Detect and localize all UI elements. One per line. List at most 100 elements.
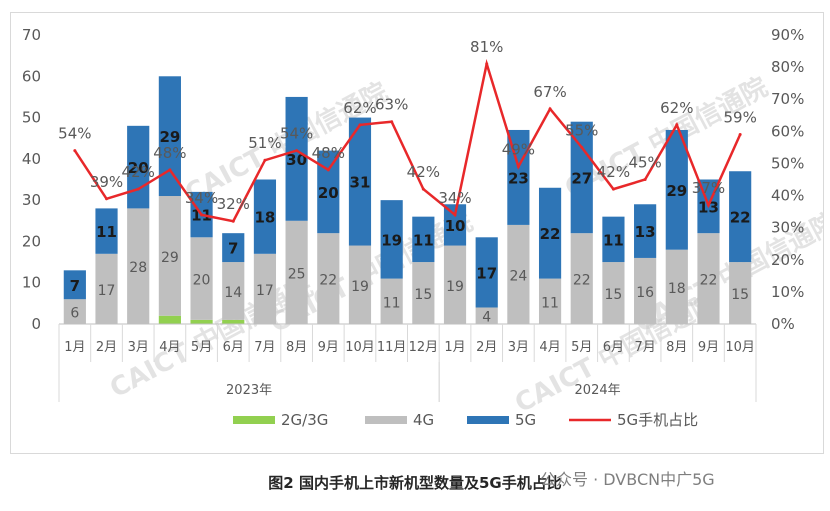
bar-data-label: 15 [731, 287, 749, 303]
bar-data-label: 7 [228, 240, 238, 258]
bar-data-label: 10 [445, 217, 466, 235]
bar-data-label: 16 [636, 285, 654, 301]
share-data-label: 62% [660, 99, 693, 117]
bar-segment-5g [63, 270, 86, 300]
bar-segment-4g [317, 233, 340, 324]
share-data-label: 67% [533, 83, 566, 101]
chart-caption: 图2 国内手机上市新机型数量及5G手机占比 [268, 474, 562, 492]
legend-label: 5G [515, 411, 536, 429]
x-tick-label: 2月 [476, 340, 497, 355]
bar-data-label: 17 [476, 264, 497, 282]
bar-segment-4g [222, 262, 245, 320]
share-data-label: 48% [312, 144, 345, 162]
share-data-label: 51% [248, 134, 281, 152]
legend-swatch [467, 416, 509, 424]
bar-segment-5g [507, 129, 530, 225]
x-group-label: 2023年 [226, 383, 272, 398]
bar-segment-5g [443, 204, 467, 246]
share-data-label: 42% [597, 163, 630, 181]
bar-data-label: 13 [635, 223, 656, 241]
bar-data-label: 15 [605, 287, 623, 303]
bar-segment-4g [253, 253, 277, 324]
bar-segment-4g [63, 299, 86, 324]
bar-segment-5g [127, 125, 150, 209]
y-left-tick-label: 70 [22, 26, 41, 44]
share-data-label: 49% [502, 141, 535, 159]
bar-data-label: 24 [509, 268, 527, 284]
share-point [200, 213, 204, 217]
bar-data-label: 28 [129, 260, 147, 276]
x-tick-label: 4月 [159, 340, 180, 355]
bar-data-label: 29 [666, 182, 687, 200]
bar-data-label: 30 [286, 151, 307, 169]
bar-segment-4g [538, 278, 562, 324]
bar-segment-4g [443, 245, 467, 324]
y-right-tick-label: 10% [771, 283, 804, 301]
bar-segment-5g [570, 121, 593, 234]
x-tick-label: 5月 [571, 340, 592, 355]
bar-data-label: 22 [573, 273, 591, 289]
share-point [295, 149, 299, 153]
share-point [453, 213, 457, 217]
bar-data-label: 19 [351, 279, 369, 295]
bar-data-label: 11 [603, 231, 624, 249]
x-group-label: 2024年 [575, 383, 621, 398]
share-point [326, 168, 330, 172]
y-left-tick-label: 30 [22, 191, 41, 209]
share-point [421, 187, 425, 191]
share-point [136, 187, 140, 191]
bar-segment-5g [158, 76, 181, 197]
bar-segment-4g [412, 262, 435, 324]
bar-data-label: 25 [288, 266, 306, 282]
share-point [168, 168, 172, 172]
bar-data-label: 4 [482, 310, 491, 326]
bar-segment-4g [665, 249, 688, 324]
share-data-label: 81% [470, 38, 503, 56]
x-tick-label: 5月 [191, 340, 212, 355]
x-tick-label: 12月 [409, 340, 439, 355]
bar-segment-5g [317, 150, 340, 234]
bar-segment-2g3g [158, 315, 181, 324]
y-left-tick-label: 10 [22, 274, 41, 292]
y-right-tick-label: 90% [771, 26, 804, 44]
bar-data-label: 11 [383, 295, 401, 311]
y-left-tick-label: 40 [22, 150, 41, 168]
share-point [516, 165, 520, 169]
share-point [738, 133, 742, 137]
x-tick-label: 1月 [444, 340, 465, 355]
share-point [706, 203, 710, 207]
bar-segment-4g [570, 233, 593, 324]
legend-label: 5G手机占比 [617, 411, 698, 429]
bar-segment-5g [95, 208, 118, 254]
y-right-tick-label: 0% [771, 315, 795, 333]
bar-data-label: 22 [319, 273, 337, 289]
y-right-tick-label: 50% [771, 154, 804, 172]
bar-segment-4g [729, 262, 752, 324]
share-point [73, 149, 77, 153]
x-tick-label: 10月 [345, 340, 375, 355]
bar-data-label: 27 [571, 169, 592, 187]
bar-data-label: 18 [254, 209, 275, 227]
legend-label: 4G [413, 411, 434, 429]
share-data-label: 32% [217, 195, 250, 213]
share-data-label: 34% [438, 189, 471, 207]
y-left-tick-label: 0 [31, 315, 41, 333]
chart-frame: CAICT 中国信通院 CAICT 中国信通院 CAICT 中国信通院 CAICT 中… [10, 12, 824, 454]
x-tick-label: 8月 [666, 340, 687, 355]
y-left-tick-label: 20 [22, 232, 41, 250]
legend-label: 2G/3G [281, 411, 328, 429]
bar-data-label: 17 [98, 283, 116, 299]
bar-segment-4g [95, 253, 118, 324]
bar-data-label: 31 [350, 174, 371, 192]
bar-segment-5g [602, 216, 625, 263]
x-tick-label: 7月 [634, 340, 655, 355]
bar-segment-5g [634, 204, 657, 258]
x-tick-label: 3月 [508, 340, 529, 355]
share-line [73, 58, 742, 223]
x-tick-label: 1月 [64, 340, 85, 355]
x-tick-label: 4月 [539, 340, 560, 355]
x-tick-label: 7月 [254, 340, 275, 355]
share-point [263, 158, 267, 162]
y-right-tick-label: 60% [771, 122, 804, 140]
